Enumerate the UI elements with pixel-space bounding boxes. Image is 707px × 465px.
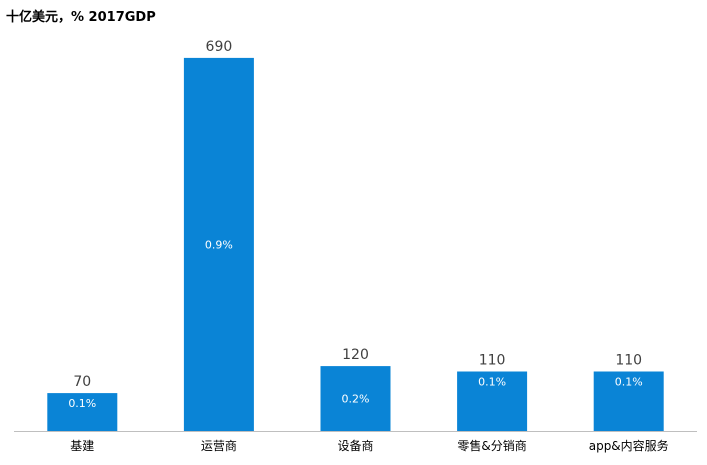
gdp-share-label-3: 0.1%	[478, 376, 506, 389]
value-label-1: 690	[206, 39, 233, 55]
category-label-0: 基建	[70, 439, 94, 453]
category-label-4: app&内容服务	[589, 438, 669, 453]
category-label-1: 运营商	[201, 438, 237, 453]
value-label-4: 110	[615, 353, 642, 369]
chart-title: 十亿美元，% 2017GDP	[6, 10, 156, 25]
gdp-share-label-2: 0.2%	[342, 393, 370, 406]
bar-0	[47, 393, 118, 431]
bar-1	[183, 57, 254, 432]
value-label-2: 120	[342, 347, 369, 363]
gdp-share-label-1: 0.9%	[205, 238, 233, 251]
bars-layer	[47, 57, 664, 432]
value-label-3: 110	[479, 353, 506, 369]
bar-4	[593, 371, 664, 431]
labels-layer: 70 0.1% 基建 690 0.9% 运营商 120 0.2% 设备商 110 0.1% 零售&分销…	[68, 39, 668, 453]
category-label-2: 设备商	[337, 438, 373, 453]
category-label-3: 零售&分销商	[457, 438, 526, 453]
value-label-0: 70	[73, 374, 91, 390]
bar-2	[320, 366, 391, 431]
bar-3	[457, 371, 528, 431]
gdp-share-label-0: 0.1%	[68, 397, 96, 410]
gdp-share-label-4: 0.1%	[615, 376, 643, 389]
